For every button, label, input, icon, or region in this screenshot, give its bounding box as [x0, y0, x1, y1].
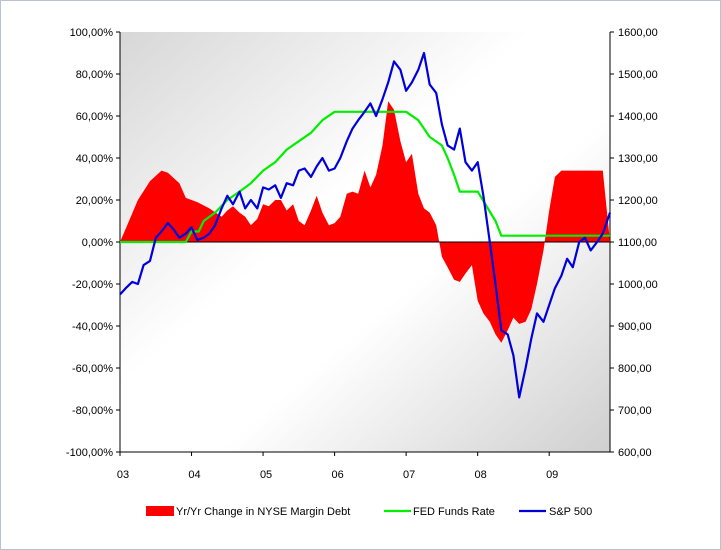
x-tick-label: 03 [117, 469, 129, 481]
right-tick-label: 900,00 [618, 321, 652, 333]
legend-label-sp500: S&P 500 [549, 506, 592, 518]
right-tick-label: 1100,00 [618, 237, 657, 249]
legend-label-fed-funds: FED Funds Rate [413, 506, 495, 518]
right-tick-label: 1600,00 [618, 27, 658, 39]
right-tick-label: 1000,00 [618, 279, 658, 291]
x-tick-label: 06 [331, 469, 343, 481]
x-tick-label: 08 [475, 469, 487, 481]
right-tick-label: 1300,00 [618, 153, 658, 165]
series [119, 51, 612, 399]
left-tick-label: -80,00% [72, 405, 113, 417]
left-tick-label: -40,00% [72, 321, 113, 333]
right-tick-label: 1400,00 [618, 111, 658, 123]
left-tick-label: 60,00% [76, 111, 114, 123]
right-tick-label: 600,00 [618, 447, 652, 459]
series-line-fed-funds [120, 110, 610, 244]
x-tick-label: 07 [403, 469, 415, 481]
left-tick-label: 40,00% [76, 153, 114, 165]
x-tick-label: 09 [546, 469, 558, 481]
legend: Yr/Yr Change in NYSE Margin Debt FED Fund… [146, 506, 592, 518]
tick-labels: 100,00% 80,00% 60,00% 40,00% 20,00% 0,00% -20,… [66, 27, 658, 481]
right-tick-label: 1500,00 [618, 69, 658, 81]
right-tick-label: 1200,00 [618, 195, 658, 207]
x-tick-label: 05 [260, 469, 272, 481]
x-tick-label: 04 [188, 469, 200, 481]
series-area-margin-debt [120, 101, 610, 343]
series-line-sp500 [119, 51, 612, 399]
left-tick-label: 80,00% [76, 69, 114, 81]
legend-label-margin-debt: Yr/Yr Change in NYSE Margin Debt [176, 506, 350, 518]
right-tick-label: 700,00 [618, 405, 652, 417]
left-tick-label: -20,00% [72, 279, 113, 291]
left-tick-label: -60,00% [72, 363, 113, 375]
left-tick-label: 0,00% [82, 237, 113, 249]
legend-swatch-margin-debt [146, 506, 174, 516]
left-tick-label: 100,00% [70, 27, 114, 39]
right-tick-label: 800,00 [618, 363, 652, 375]
left-tick-label: 20,00% [76, 195, 114, 207]
left-tick-label: -100,00% [66, 447, 113, 459]
